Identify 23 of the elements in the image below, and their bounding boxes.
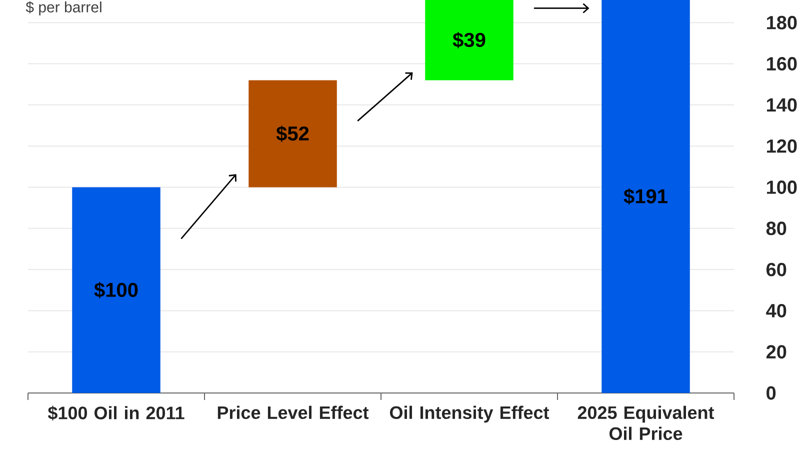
data-label: $39 [452, 32, 486, 48]
data-label: $100 [94, 282, 138, 298]
data-label: $52 [276, 126, 309, 142]
bar [425, 0, 514, 80]
y-tick-label: 100 [767, 180, 797, 194]
y-tick-label: 60 [766, 262, 786, 276]
data-label: $191 [624, 188, 668, 205]
y-tick-label: 120 [767, 139, 797, 153]
y-tick-label: 20 [766, 345, 786, 359]
y-tick-label: 40 [766, 304, 786, 318]
y-tick-label: 0 [766, 386, 776, 400]
y-tick-label: 160 [767, 57, 797, 71]
y-tick-label: 140 [767, 98, 797, 112]
x-tick-label: Oil Intensity Effect [390, 406, 550, 423]
y-axis-title: $ per barrel [26, 1, 102, 16]
x-tick-label: $100 Oil in 2011 [48, 406, 184, 420]
bar [72, 187, 160, 393]
y-tick-label: 180 [767, 16, 797, 30]
x-tick-label: Price Level Effect [218, 406, 369, 420]
x-tick-label: 2025 Equivalent Oil Price [578, 406, 714, 440]
bar [248, 80, 337, 188]
bar [602, 0, 690, 393]
y-tick-label: 80 [766, 222, 786, 236]
